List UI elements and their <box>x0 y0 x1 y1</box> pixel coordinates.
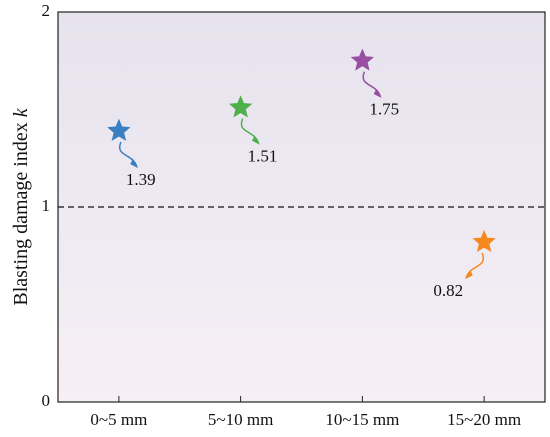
y-label-text: Blasting damage index <box>10 122 32 305</box>
value-label: 0.82 <box>433 281 463 300</box>
arrow-head <box>464 270 473 280</box>
y-axis-label: Blasting damage index k <box>10 107 32 305</box>
x-tick-label: 5~10 mm <box>208 410 273 429</box>
arrow-head <box>251 135 260 145</box>
value-label: 1.75 <box>369 100 399 119</box>
arrow-head <box>373 88 382 98</box>
x-tick-label: 15~20 mm <box>447 410 521 429</box>
x-tick-label: 0~5 mm <box>90 410 147 429</box>
y-tick-label: 1 <box>42 196 51 215</box>
star-marker <box>472 229 496 253</box>
star-marker <box>107 118 131 141</box>
star-marker <box>228 95 253 118</box>
star-marker <box>350 48 375 71</box>
value-label: 1.51 <box>248 146 278 165</box>
y-tick-label: 0 <box>42 391 51 410</box>
value-label: 1.39 <box>126 170 156 189</box>
x-tick-label: 10~15 mm <box>325 410 399 429</box>
y-tick-label: 2 <box>42 1 51 20</box>
arrow-head <box>130 158 139 169</box>
y-label-var: k <box>10 107 32 117</box>
